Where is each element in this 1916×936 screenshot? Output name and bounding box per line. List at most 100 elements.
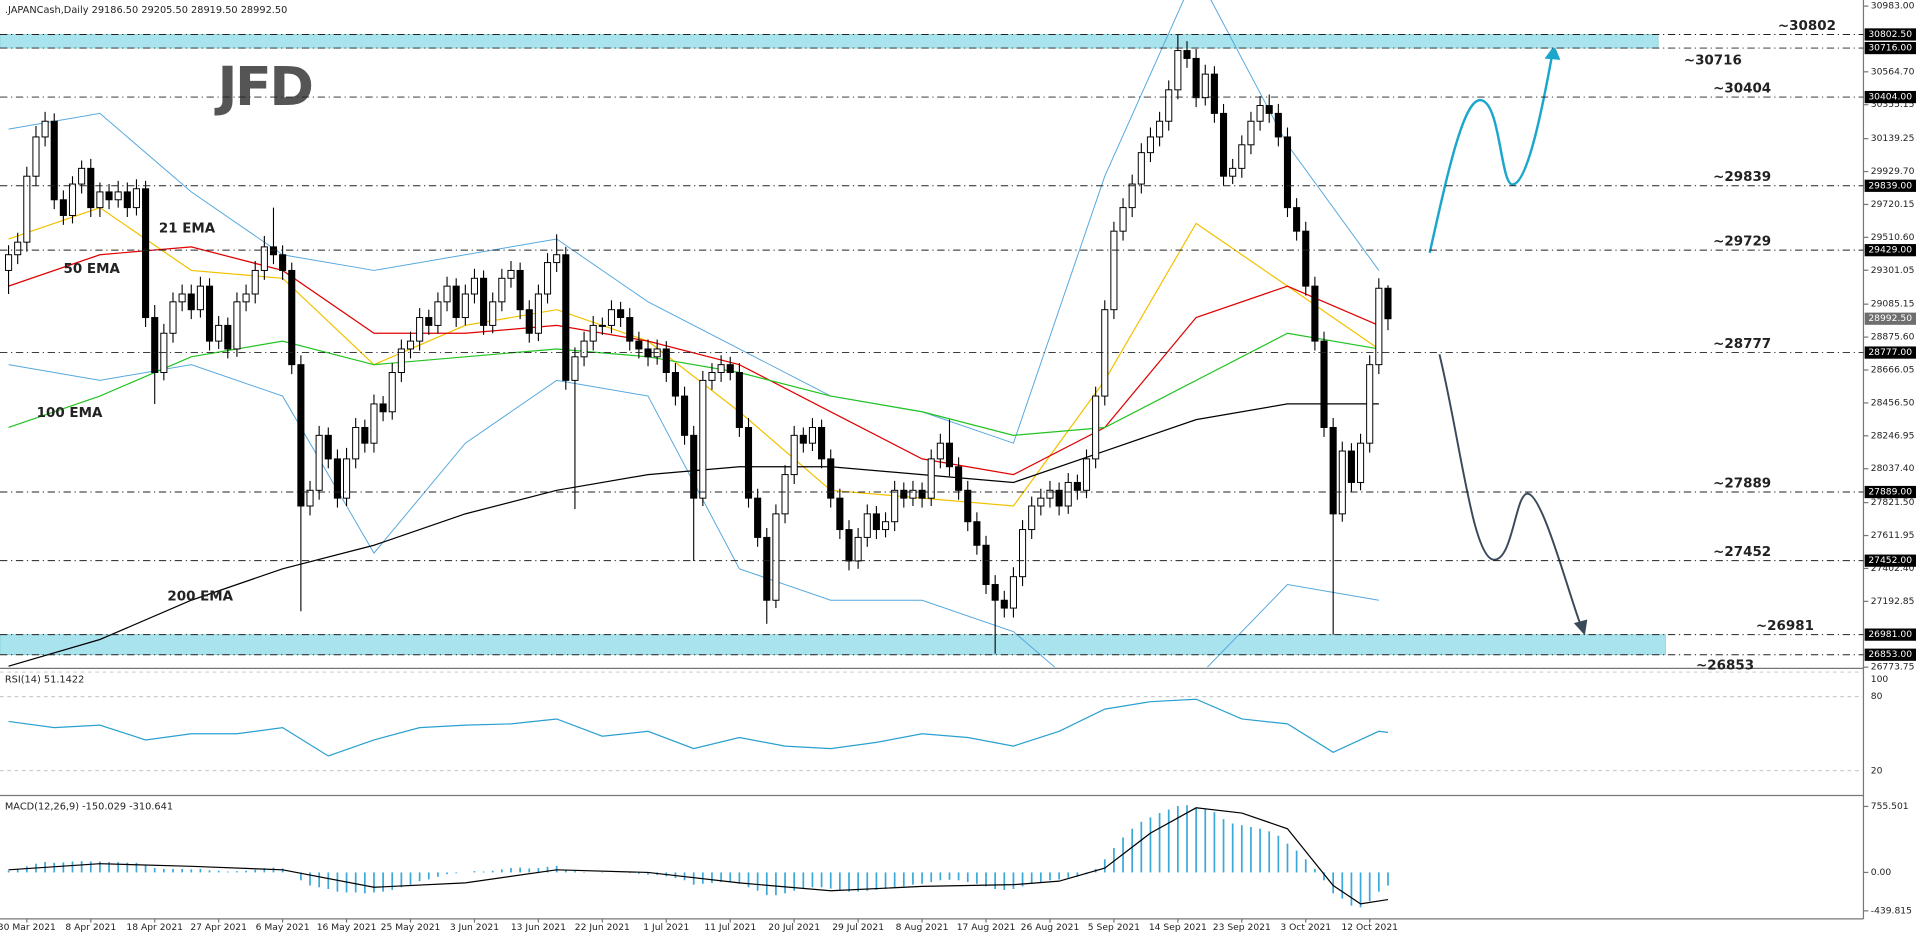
- y-tick-label: 29510.60: [1871, 232, 1915, 243]
- candle-body: [233, 301, 241, 350]
- candle-body: [1110, 230, 1118, 311]
- candle-body: [681, 395, 689, 436]
- macd-tick-label: 0.00: [1871, 867, 1892, 878]
- candle-body: [434, 301, 442, 326]
- candle-body: [1210, 73, 1218, 114]
- x-tick-label: 27 Apr 2021: [190, 922, 247, 933]
- candle-body: [452, 285, 460, 319]
- candle-body: [498, 277, 506, 303]
- candle-body: [1311, 285, 1319, 342]
- candle-body: [1238, 144, 1246, 169]
- candle-body: [1156, 120, 1164, 138]
- candle-body: [690, 434, 698, 499]
- candle-body: [863, 513, 871, 538]
- candle-body: [763, 536, 771, 601]
- candle-body: [306, 489, 314, 507]
- candle-body: [41, 120, 49, 138]
- rsi-label: RSI(14) 51.1422: [5, 674, 84, 685]
- level-axis-box: [1864, 179, 1916, 192]
- candle-body: [580, 340, 588, 358]
- candle-body: [1119, 207, 1127, 232]
- ema-label: 200 EMA: [167, 589, 233, 604]
- x-tick-label: 8 Aug 2021: [896, 922, 949, 933]
- x-tick-label: 13 Jun 2021: [511, 922, 566, 933]
- level-label: ~29729: [1713, 235, 1771, 250]
- candle-body: [215, 324, 223, 342]
- rsi-tick-label: 100: [1871, 674, 1889, 685]
- x-tick-label: 3 Jun 2021: [450, 922, 499, 933]
- candle-body: [717, 364, 725, 374]
- level-axis-box: [1864, 244, 1916, 257]
- candle-body: [78, 167, 86, 185]
- candle-body: [288, 269, 296, 366]
- level-axis-label: 29429.00: [1868, 245, 1912, 256]
- candle-body: [790, 434, 798, 476]
- candle-body: [315, 434, 323, 491]
- candle-body: [562, 254, 570, 381]
- candle-body: [507, 269, 515, 279]
- level-axis-label: 26853.00: [1868, 649, 1912, 660]
- candle-body: [388, 372, 396, 413]
- x-tick-label: 12 Oct 2021: [1341, 922, 1398, 933]
- candle-body: [845, 529, 853, 562]
- candle-body: [87, 167, 95, 209]
- candle-body: [534, 293, 542, 334]
- candle-body: [1320, 340, 1328, 428]
- x-tick-label: 25 May 2021: [381, 922, 441, 933]
- candle-body: [1366, 364, 1374, 444]
- candle-body: [105, 191, 113, 201]
- current-price-label: 28992.50: [1868, 313, 1912, 324]
- candle-body: [123, 191, 131, 209]
- y-tick-label: 27192.85: [1871, 596, 1915, 607]
- candle-body: [416, 317, 424, 342]
- level-axis-label: 28777.00: [1868, 347, 1912, 358]
- candle-body: [1174, 50, 1182, 91]
- header: .JAPANCash,Daily 29186.50 29205.50 28919…: [5, 5, 287, 16]
- candle-body: [1192, 57, 1200, 99]
- level-label: ~28777: [1713, 337, 1771, 352]
- macd-signal: [8, 807, 1389, 905]
- y-tick-label: 27611.95: [1871, 530, 1915, 541]
- candle-body: [1064, 481, 1072, 507]
- candle-body: [1247, 120, 1255, 146]
- candle-body: [735, 372, 743, 428]
- candle-body: [808, 426, 816, 444]
- x-tick-label: 29 Jul 2021: [832, 922, 884, 933]
- candle-body: [543, 262, 552, 295]
- candle-body: [872, 513, 880, 531]
- level-axis-box: [1864, 554, 1916, 567]
- candle-body: [178, 293, 186, 303]
- y-tick-label: 26773.75: [1871, 662, 1915, 673]
- candle-body: [32, 136, 40, 177]
- x-tick-label: 8 Apr 2021: [65, 922, 116, 933]
- level-axis-box: [1864, 485, 1916, 499]
- candle-body: [1019, 529, 1027, 578]
- candle-body: [964, 489, 972, 523]
- candle-body: [635, 340, 643, 350]
- candle-body: [461, 293, 469, 319]
- candle-body: [799, 434, 807, 444]
- candle-body: [196, 285, 204, 311]
- x-tick-label: 20 Jul 2021: [768, 922, 820, 933]
- candle-body: [1329, 426, 1337, 515]
- y-tick-label: 28456.50: [1871, 397, 1915, 408]
- candle-body: [699, 379, 707, 499]
- candle-body: [242, 293, 250, 303]
- level-axis-box: [1864, 628, 1916, 641]
- level-axis-label: 27452.00: [1868, 555, 1912, 566]
- candle-body: [132, 188, 140, 209]
- candle-body: [827, 458, 835, 499]
- candle-body: [443, 285, 451, 303]
- y-tick-label: 30139.25: [1871, 133, 1915, 144]
- candle-body: [744, 426, 753, 499]
- ema-line: [8, 206, 1380, 507]
- candle-body: [1183, 50, 1191, 59]
- level-axis-box: [1864, 90, 1916, 104]
- candle-body: [881, 521, 890, 531]
- candle-body: [1283, 136, 1292, 209]
- candle-body: [662, 348, 670, 374]
- zone: [0, 634, 1666, 656]
- y-tick-label: 28666.05: [1871, 364, 1915, 375]
- candle-body: [269, 246, 278, 256]
- level-axis-label: 26981.00: [1868, 629, 1912, 640]
